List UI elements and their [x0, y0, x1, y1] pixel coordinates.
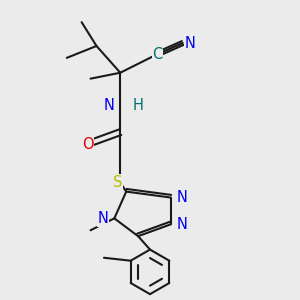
Text: N: N	[177, 190, 188, 205]
Text: H: H	[132, 98, 143, 113]
Text: S: S	[112, 175, 122, 190]
Text: C: C	[152, 47, 163, 62]
Text: N: N	[98, 211, 108, 226]
Text: N: N	[103, 98, 114, 113]
Text: O: O	[82, 136, 93, 152]
Text: N: N	[177, 217, 188, 232]
Text: N: N	[185, 35, 196, 50]
